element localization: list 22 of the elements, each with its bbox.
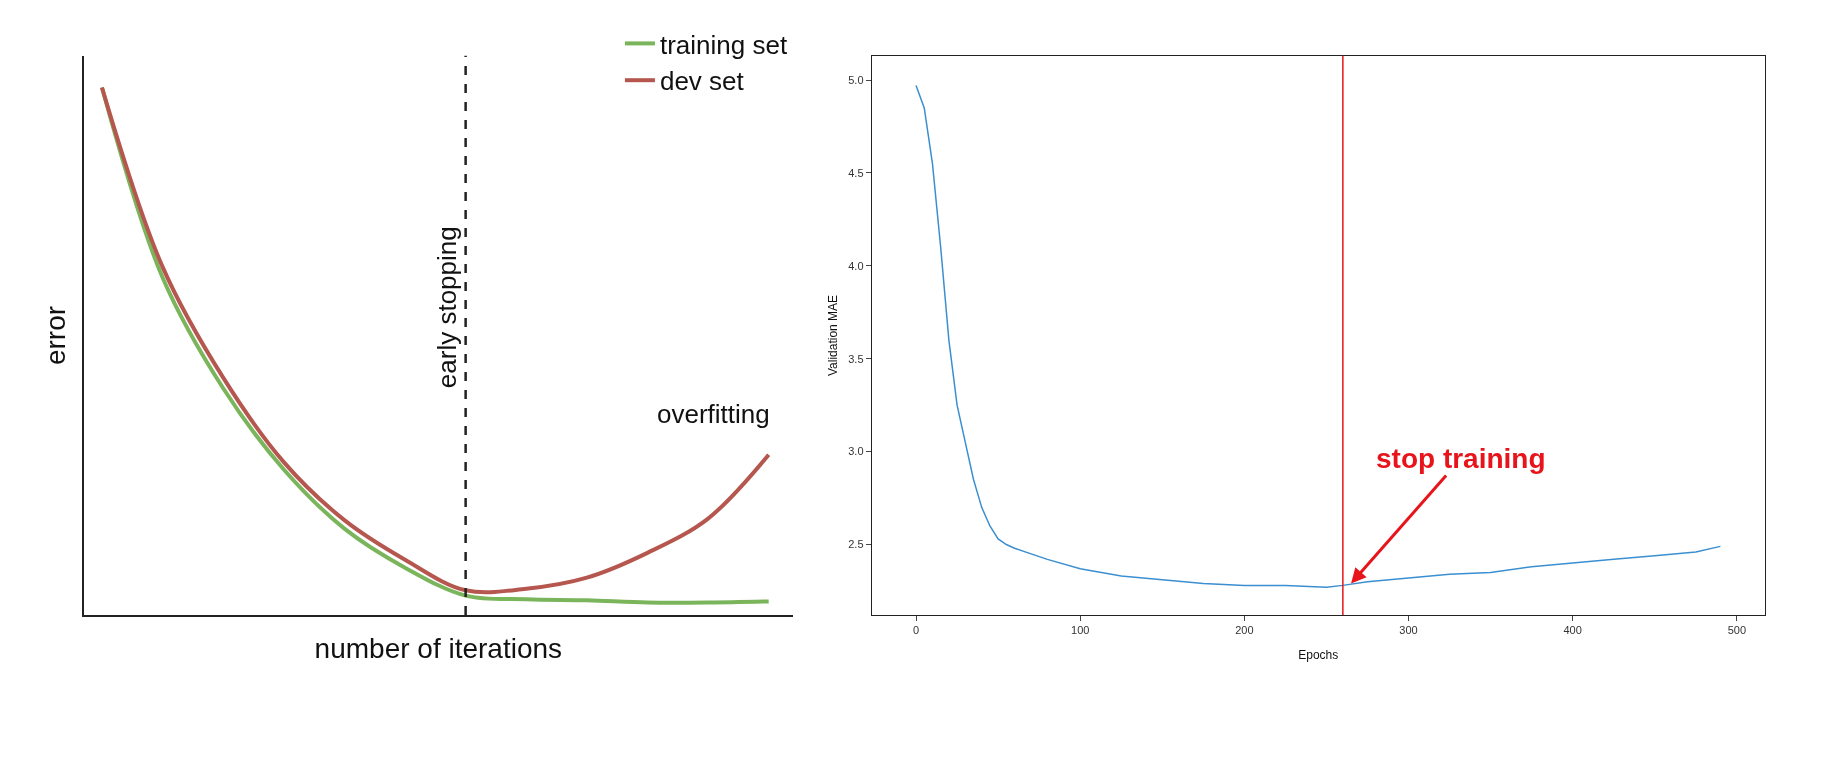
- line-series: [915, 84, 1722, 588]
- y-tick-label: 5.0: [848, 73, 864, 86]
- x-tick-label: 200: [1235, 624, 1254, 637]
- x-tick-label: 400: [1563, 624, 1582, 637]
- x-axis-title: Epochs: [1298, 648, 1339, 663]
- annotation: early stopping: [432, 226, 463, 389]
- x-tick-label: 100: [1071, 624, 1090, 637]
- y-tick-label: 3.5: [848, 352, 864, 365]
- y-tick-label: 4.0: [848, 259, 864, 272]
- legend-label: training set: [659, 29, 788, 60]
- x-tick-label: 500: [1727, 624, 1746, 637]
- x-axis-title: number of iterations: [314, 632, 563, 664]
- x-tick-label: 300: [1399, 624, 1418, 637]
- y-axis-title: Validation MAE: [825, 294, 840, 377]
- annotation: overfitting: [657, 399, 770, 429]
- y-tick-label: 3.0: [848, 445, 864, 458]
- y-tick-label: 2.5: [848, 538, 864, 551]
- y-tick-label: 4.5: [848, 166, 864, 179]
- legend-label: dev set: [659, 66, 745, 97]
- annotation: stop training: [1376, 443, 1546, 474]
- y-axis-title: error: [39, 305, 71, 366]
- x-tick-label: 0: [912, 624, 920, 637]
